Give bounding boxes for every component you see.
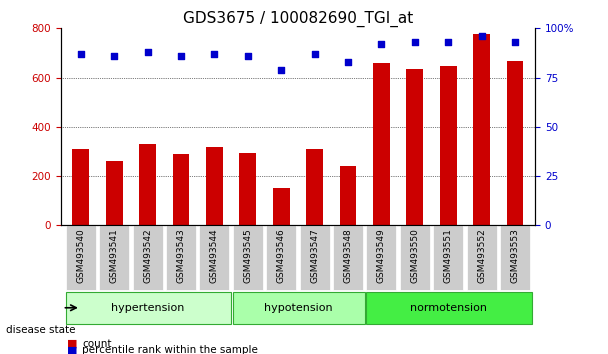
FancyBboxPatch shape [166, 225, 196, 290]
Text: ■: ■ [67, 339, 77, 349]
FancyBboxPatch shape [66, 292, 231, 324]
FancyBboxPatch shape [133, 225, 163, 290]
Bar [106, 161, 123, 225]
Bar [139, 144, 156, 225]
FancyBboxPatch shape [99, 225, 130, 290]
Text: GSM493541: GSM493541 [109, 229, 119, 283]
Text: GSM493544: GSM493544 [210, 229, 219, 283]
Text: disease state: disease state [6, 325, 75, 335]
Text: GSM493553: GSM493553 [511, 229, 519, 284]
FancyBboxPatch shape [266, 225, 296, 290]
Text: GSM493542: GSM493542 [143, 229, 152, 283]
Bar [306, 149, 323, 225]
Point [510, 39, 520, 45]
FancyBboxPatch shape [66, 225, 96, 290]
Title: GDS3675 / 100082690_TGI_at: GDS3675 / 100082690_TGI_at [183, 11, 413, 27]
Point [210, 51, 219, 57]
Point [376, 41, 386, 47]
FancyBboxPatch shape [367, 225, 396, 290]
Point [410, 39, 420, 45]
Text: count: count [82, 339, 112, 349]
Point [477, 33, 486, 39]
Bar [373, 63, 390, 225]
Bar [440, 67, 457, 225]
Point [443, 39, 453, 45]
Point [109, 53, 119, 59]
FancyBboxPatch shape [466, 225, 497, 290]
FancyBboxPatch shape [233, 225, 263, 290]
Bar [240, 153, 256, 225]
FancyBboxPatch shape [400, 225, 430, 290]
FancyBboxPatch shape [500, 225, 530, 290]
FancyBboxPatch shape [367, 292, 532, 324]
Bar [506, 61, 523, 225]
Text: GSM493550: GSM493550 [410, 229, 420, 284]
FancyBboxPatch shape [433, 225, 463, 290]
Bar [72, 149, 89, 225]
Point [143, 49, 153, 55]
FancyBboxPatch shape [233, 292, 365, 324]
FancyBboxPatch shape [300, 225, 330, 290]
Text: GSM493549: GSM493549 [377, 229, 386, 283]
Text: GSM493543: GSM493543 [176, 229, 185, 283]
FancyBboxPatch shape [333, 225, 363, 290]
Bar [407, 69, 423, 225]
Text: percentile rank within the sample: percentile rank within the sample [82, 346, 258, 354]
Text: GSM493551: GSM493551 [444, 229, 453, 284]
Text: GSM493552: GSM493552 [477, 229, 486, 283]
Point [309, 51, 319, 57]
Bar [173, 154, 189, 225]
Text: GSM493547: GSM493547 [310, 229, 319, 283]
Bar [273, 188, 289, 225]
Text: normotension: normotension [410, 303, 487, 313]
Point [76, 51, 86, 57]
Text: hypotension: hypotension [264, 303, 332, 313]
Text: ■: ■ [67, 346, 77, 354]
Text: GSM493545: GSM493545 [243, 229, 252, 283]
Point [277, 67, 286, 73]
Bar [473, 34, 490, 225]
Text: GSM493548: GSM493548 [344, 229, 353, 283]
FancyBboxPatch shape [199, 225, 229, 290]
Text: GSM493540: GSM493540 [77, 229, 85, 283]
Point [176, 53, 186, 59]
Text: hypertension: hypertension [111, 303, 184, 313]
Point [243, 53, 253, 59]
Point [343, 59, 353, 65]
Bar [340, 166, 356, 225]
Text: GSM493546: GSM493546 [277, 229, 286, 283]
Bar [206, 147, 223, 225]
